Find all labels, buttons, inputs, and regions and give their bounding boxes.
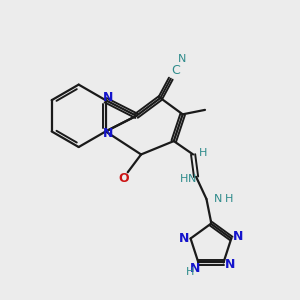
Text: O: O xyxy=(119,172,130,185)
Text: N: N xyxy=(103,91,113,104)
Text: N: N xyxy=(190,262,201,275)
Text: N: N xyxy=(232,230,243,243)
Text: H: H xyxy=(225,194,233,204)
Text: N: N xyxy=(214,194,222,204)
Text: N: N xyxy=(178,54,186,64)
Text: N: N xyxy=(188,174,197,184)
Text: H: H xyxy=(179,174,188,184)
Text: N: N xyxy=(225,258,235,271)
Text: N: N xyxy=(179,232,189,245)
Text: H: H xyxy=(186,267,194,277)
Text: C: C xyxy=(171,64,180,77)
Text: N: N xyxy=(103,127,113,140)
Text: H: H xyxy=(199,148,208,158)
